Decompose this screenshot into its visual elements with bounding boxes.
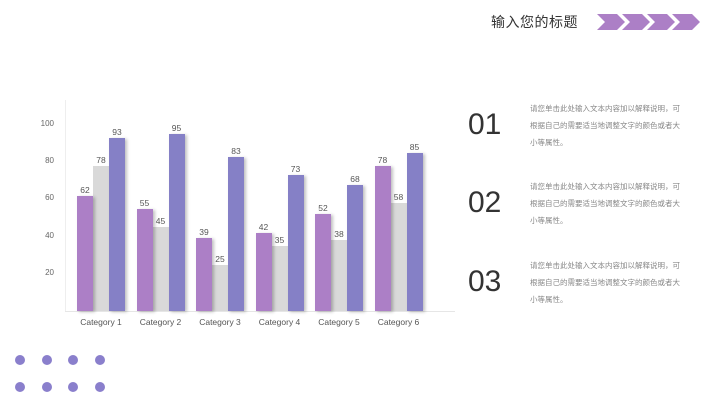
bar-2-3 [212,264,228,311]
info-item-3: 03 请您单击此处输入文本内容加以解释说明，可根据自己的需要适当地调整文字的颜色… [468,257,708,317]
x-category-label: Category 4 [258,317,301,327]
chevron-arrows-icon [597,14,700,30]
y-tick-label: 20 [45,267,54,277]
value-label: 73 [290,164,301,175]
bar-1-4 [255,232,272,311]
bar-3-2 [168,134,185,311]
bar-1-5 [315,214,331,311]
item-description: 请您单击此处输入文本内容加以解释说明，可根据自己的需要适当地调整文字的颜色或者大… [530,261,680,304]
value-label: 38 [334,229,344,240]
bar-1-3 [196,238,212,311]
value-label: 55 [139,197,150,208]
value-label: 42 [258,221,269,232]
x-category-label: Category 2 [139,317,182,327]
y-tick-label: 40 [45,230,54,240]
x-category-label: Category 3 [199,317,241,327]
dot-icon [94,355,105,365]
bar-1-6 [374,165,391,311]
item-description: 请您单击此处输入文本内容加以解释说明，可根据自己的需要适当地调整文字的颜色或者大… [530,182,680,225]
bar-1-1 [77,195,93,311]
value-label: 85 [409,141,420,152]
y-axis-line [65,100,66,312]
x-category-label: Category 1 [80,317,122,327]
item-number: 01 [468,108,502,141]
value-label: 52 [318,203,328,214]
dot-icon [94,382,105,392]
value-label: 95 [171,123,182,134]
bar-3-1 [109,138,125,311]
y-tick-label: 100 [40,119,54,128]
bar-1-2 [136,208,153,311]
value-label: 83 [231,145,241,156]
item-number: 03 [468,265,502,298]
bar-2-5 [331,240,347,311]
bar-2-1 [93,165,109,311]
dot-icon [68,382,78,392]
value-label: 78 [96,154,106,165]
info-item-1: 01 请您单击此处输入文本内容加以解释说明，可根据自己的需要适当地调整文字的颜色… [468,100,708,160]
bar-3-5 [347,184,363,311]
y-tick-label: 80 [45,156,54,166]
bar-3-4 [287,175,304,311]
value-label: 35 [274,234,285,245]
x-category-label: Category 6 [377,317,420,327]
bar-2-4 [271,245,288,311]
x-axis-line [65,311,455,312]
x-category-label: Category 5 [318,317,360,327]
info-item-2: 02 请您单击此处输入文本内容加以解释说明，可根据自己的需要适当地调整文字的颜色… [468,178,708,238]
y-tick-label: 60 [45,193,54,203]
value-label: 93 [112,127,122,138]
bar-chart: 20 40 60 80 100 62 78 93 Category 1 55 45 95 Categor… [40,100,455,327]
slide-title: 输入您的标题 [491,15,578,31]
value-label: 68 [350,173,360,184]
value-label: 78 [377,154,388,165]
item-number: 02 [468,186,502,219]
dot-icon [41,382,52,392]
item-description: 请您单击此处输入文本内容加以解释说明，可根据自己的需要适当地调整文字的颜色或者大… [530,104,680,147]
value-label: 62 [80,184,90,195]
bar-3-6 [406,152,423,311]
dot-icon [15,382,25,392]
bar-3-3 [228,156,244,311]
bar-2-6 [390,203,407,311]
value-label: 58 [393,192,404,203]
value-label: 39 [199,227,209,238]
dot-icon [68,355,78,365]
bar-2-2 [152,227,169,311]
dot-icon [15,355,25,365]
dot-grid-decoration [15,355,115,399]
value-label: 45 [155,216,166,227]
dot-icon [41,355,52,365]
value-label: 25 [215,253,225,264]
